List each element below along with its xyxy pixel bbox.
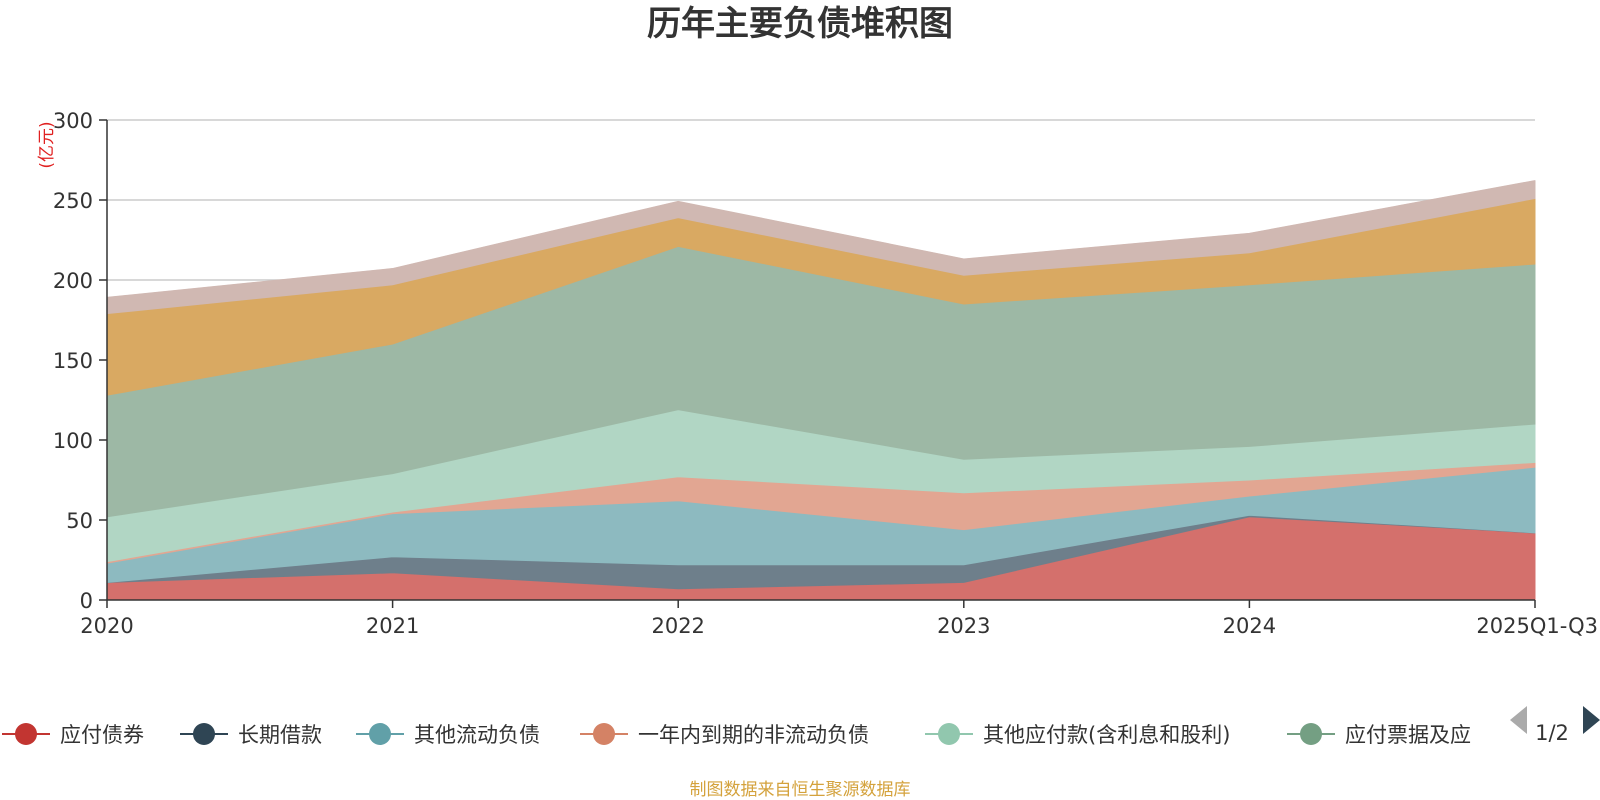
- legend-circle-icon: [593, 723, 615, 745]
- legend-next-page-icon[interactable]: [1583, 706, 1600, 734]
- legend-label: 其他流动负债: [414, 723, 540, 747]
- x-tick-label-4: 2024: [1223, 614, 1276, 638]
- legend-prev-page-icon[interactable]: [1510, 706, 1527, 734]
- area-series: [106, 180, 1536, 601]
- y-tick-label-100: 100: [53, 429, 93, 453]
- x-tick-label-3: 2023: [937, 614, 990, 638]
- y-tick-label-0: 0: [80, 589, 93, 613]
- y-tick-label-250: 250: [53, 189, 93, 213]
- legend-item-3[interactable]: 其他流动负债: [356, 723, 540, 747]
- y-tick-label-300: 300: [53, 109, 93, 133]
- legend-label: 应付票据及应: [1345, 723, 1471, 747]
- legend-circle-icon: [369, 723, 391, 745]
- legend: 应付债券 长期借款 其他流动负债 一年内到期的非流动负债 其他应付款(含利息和股利) 应付…: [2, 723, 1471, 747]
- legend-pager: 1/2: [1510, 706, 1600, 745]
- legend-label: 一年内到期的非流动负债: [638, 723, 869, 747]
- legend-item-1[interactable]: 应付债券: [2, 723, 144, 747]
- axes: 0 50 100 150 200 250 300 2020 2021 2022 2023 2024 20…: [53, 109, 1598, 638]
- y-tick-label-50: 50: [66, 509, 93, 533]
- x-tick-label-5: 2025Q1-Q3: [1476, 614, 1598, 638]
- legend-label: 长期借款: [238, 723, 322, 747]
- data-source-footer: 制图数据来自恒生聚源数据库: [690, 780, 911, 800]
- legend-label: 应付债券: [60, 723, 144, 747]
- chart-title: 历年主要负债堆积图: [647, 4, 953, 44]
- legend-item-2[interactable]: 长期借款: [180, 723, 322, 747]
- y-axis-unit-label: (亿元): [37, 121, 57, 168]
- area-series-line-8: [106, 180, 1536, 299]
- legend-circle-icon: [15, 723, 37, 745]
- x-tick-label-1: 2021: [366, 614, 419, 638]
- legend-item-5[interactable]: 其他应付款(含利息和股利): [925, 723, 1230, 747]
- legend-page-indicator: 1/2: [1535, 721, 1569, 745]
- legend-circle-icon: [193, 723, 215, 745]
- y-tick-label-200: 200: [53, 269, 93, 293]
- legend-circle-icon: [938, 723, 960, 745]
- legend-item-4[interactable]: 一年内到期的非流动负债: [580, 723, 869, 747]
- legend-item-6[interactable]: 应付票据及应: [1287, 723, 1471, 747]
- legend-circle-icon: [1300, 723, 1322, 745]
- x-tick-label-2: 2022: [651, 614, 704, 638]
- y-tick-label-150: 150: [53, 349, 93, 373]
- legend-label: 其他应付款(含利息和股利): [983, 723, 1230, 747]
- x-tick-label-0: 2020: [80, 614, 133, 638]
